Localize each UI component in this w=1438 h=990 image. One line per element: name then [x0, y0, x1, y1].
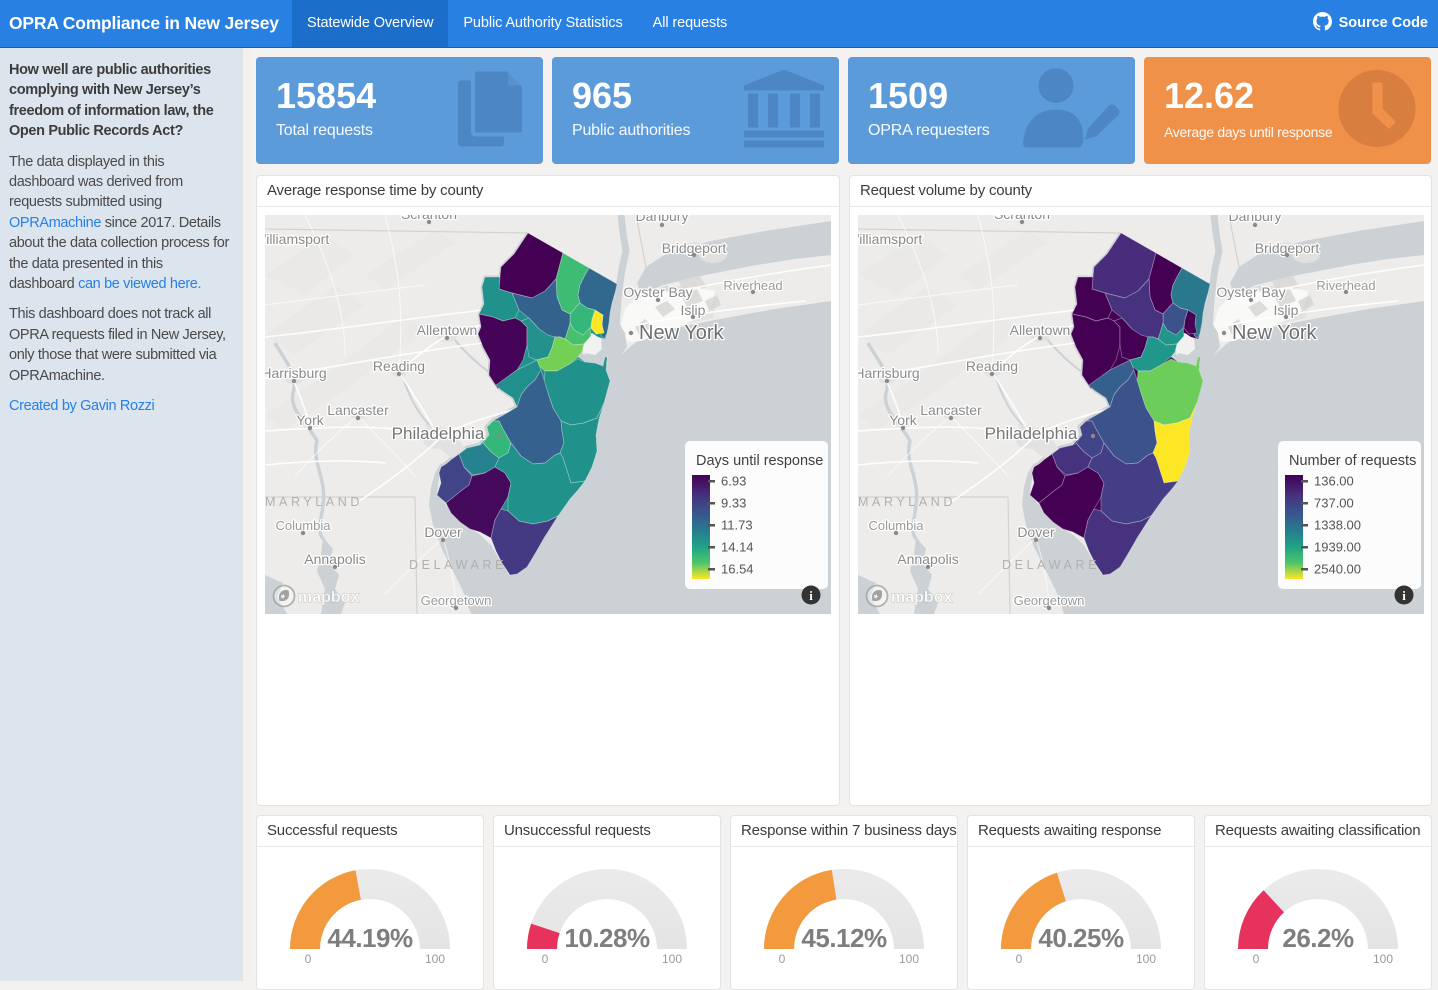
svg-text:Philadelphia: Philadelphia [985, 424, 1078, 443]
svg-text:11.73: 11.73 [721, 518, 753, 533]
svg-text:Oyster Bay: Oyster Bay [623, 284, 692, 300]
svg-text:14.14: 14.14 [721, 540, 754, 555]
svg-text:York: York [889, 412, 918, 428]
svg-text:Riverhead: Riverhead [1316, 278, 1375, 293]
svg-text:2540.00: 2540.00 [1314, 562, 1361, 577]
svg-text:Georgetown: Georgetown [1014, 593, 1085, 608]
svg-text:Reading: Reading [373, 358, 425, 374]
svg-text:1939.00: 1939.00 [1314, 540, 1361, 555]
svg-text:Bridgeport: Bridgeport [662, 240, 727, 256]
svg-text:Islip: Islip [1274, 302, 1299, 318]
svg-text:i: i [809, 588, 813, 603]
svg-text:Allentown: Allentown [417, 322, 478, 338]
svg-text:mapbox: mapbox [298, 589, 359, 606]
svg-text:Reading: Reading [966, 358, 1018, 374]
svg-text:6.93: 6.93 [721, 474, 746, 489]
svg-text:Days until response: Days until response [696, 453, 823, 469]
svg-text:Annapolis: Annapolis [897, 551, 959, 567]
svg-text:9.33: 9.33 [721, 496, 746, 511]
svg-text:Harrisburg: Harrisburg [265, 365, 327, 381]
svg-text:MARYLAND: MARYLAND [858, 495, 956, 509]
svg-text:Bridgeport: Bridgeport [1255, 240, 1320, 256]
svg-text:New York: New York [1232, 322, 1317, 344]
svg-text:Georgetown: Georgetown [421, 593, 492, 608]
svg-text:Riverhead: Riverhead [723, 278, 782, 293]
svg-text:Scranton: Scranton [994, 215, 1050, 222]
svg-text:Danbury: Danbury [636, 215, 689, 224]
svg-text:Dover: Dover [424, 524, 462, 540]
svg-text:Lancaster: Lancaster [920, 402, 982, 418]
svg-text:DELAWARE: DELAWARE [409, 558, 507, 572]
svg-text:Harrisburg: Harrisburg [858, 365, 920, 381]
svg-text:Allentown: Allentown [1010, 322, 1071, 338]
svg-text:Lancaster: Lancaster [327, 402, 389, 418]
svg-text:16.54: 16.54 [721, 562, 754, 577]
svg-text:1338.00: 1338.00 [1314, 518, 1361, 533]
svg-text:Number of requests: Number of requests [1289, 453, 1416, 469]
svg-text:Columbia: Columbia [869, 518, 925, 533]
svg-text:737.00: 737.00 [1314, 496, 1354, 511]
svg-text:i: i [1402, 588, 1406, 603]
svg-text:Oyster Bay: Oyster Bay [1216, 284, 1285, 300]
svg-text:Islip: Islip [681, 302, 706, 318]
svg-text:Annapolis: Annapolis [304, 551, 366, 567]
svg-text:Williamsport: Williamsport [858, 231, 922, 247]
svg-text:Columbia: Columbia [276, 518, 332, 533]
svg-text:Philadelphia: Philadelphia [392, 424, 485, 443]
svg-text:York: York [296, 412, 325, 428]
svg-text:Williamsport: Williamsport [265, 231, 329, 247]
svg-text:DELAWARE: DELAWARE [1002, 558, 1100, 572]
svg-text:Dover: Dover [1017, 524, 1055, 540]
svg-text:136.00: 136.00 [1314, 474, 1354, 489]
svg-text:New York: New York [639, 322, 724, 344]
svg-text:Scranton: Scranton [401, 215, 457, 222]
svg-text:Danbury: Danbury [1229, 215, 1282, 224]
svg-text:MARYLAND: MARYLAND [265, 495, 363, 509]
svg-text:mapbox: mapbox [891, 589, 952, 606]
